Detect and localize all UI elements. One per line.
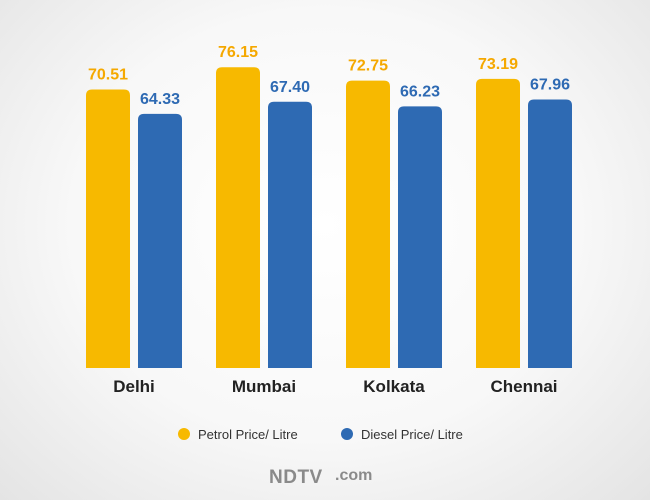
legend-diesel-label: Diesel Price/ Litre	[361, 427, 463, 442]
legend: Petrol Price/ Litre Diesel Price/ Litre	[178, 427, 463, 442]
value-labels-layer: 70.51 64.33 76.15 67.40 72.75 66.23 73.19 67.96	[88, 44, 570, 108]
value-label-diesel-kolkata: 66.23	[400, 83, 440, 100]
value-label-diesel-chennai: 67.96	[530, 77, 570, 94]
value-label-petrol-delhi: 70.51	[88, 66, 128, 83]
bar-diesel-mumbai	[268, 101, 312, 369]
category-label-delhi: Delhi	[113, 377, 155, 396]
legend-diesel-swatch	[341, 428, 353, 440]
value-label-diesel-delhi: 64.33	[140, 91, 180, 108]
logo-suffix: .com	[335, 467, 372, 484]
bar-petrol-kolkata	[346, 80, 390, 368]
category-label-chennai: Chennai	[490, 377, 557, 396]
bar-diesel-delhi	[138, 113, 182, 368]
value-label-petrol-chennai: 73.19	[478, 56, 518, 73]
category-labels-layer: Delhi Mumbai Kolkata Chennai	[113, 377, 557, 396]
bar-petrol-chennai	[476, 78, 520, 368]
legend-petrol-swatch	[178, 428, 190, 440]
value-label-petrol-kolkata: 72.75	[348, 58, 388, 75]
bar-petrol-mumbai	[216, 67, 260, 369]
bar-petrol-delhi	[86, 89, 130, 368]
value-label-diesel-mumbai: 67.40	[270, 79, 310, 96]
bars-layer	[86, 67, 572, 369]
bar-diesel-kolkata	[398, 106, 442, 368]
value-label-petrol-mumbai: 76.15	[218, 44, 258, 61]
category-label-kolkata: Kolkata	[363, 377, 425, 396]
category-label-mumbai: Mumbai	[232, 377, 296, 396]
bar-diesel-chennai	[528, 99, 572, 369]
legend-petrol-label: Petrol Price/ Litre	[198, 427, 298, 442]
logo-text: NDTV	[269, 467, 323, 488]
